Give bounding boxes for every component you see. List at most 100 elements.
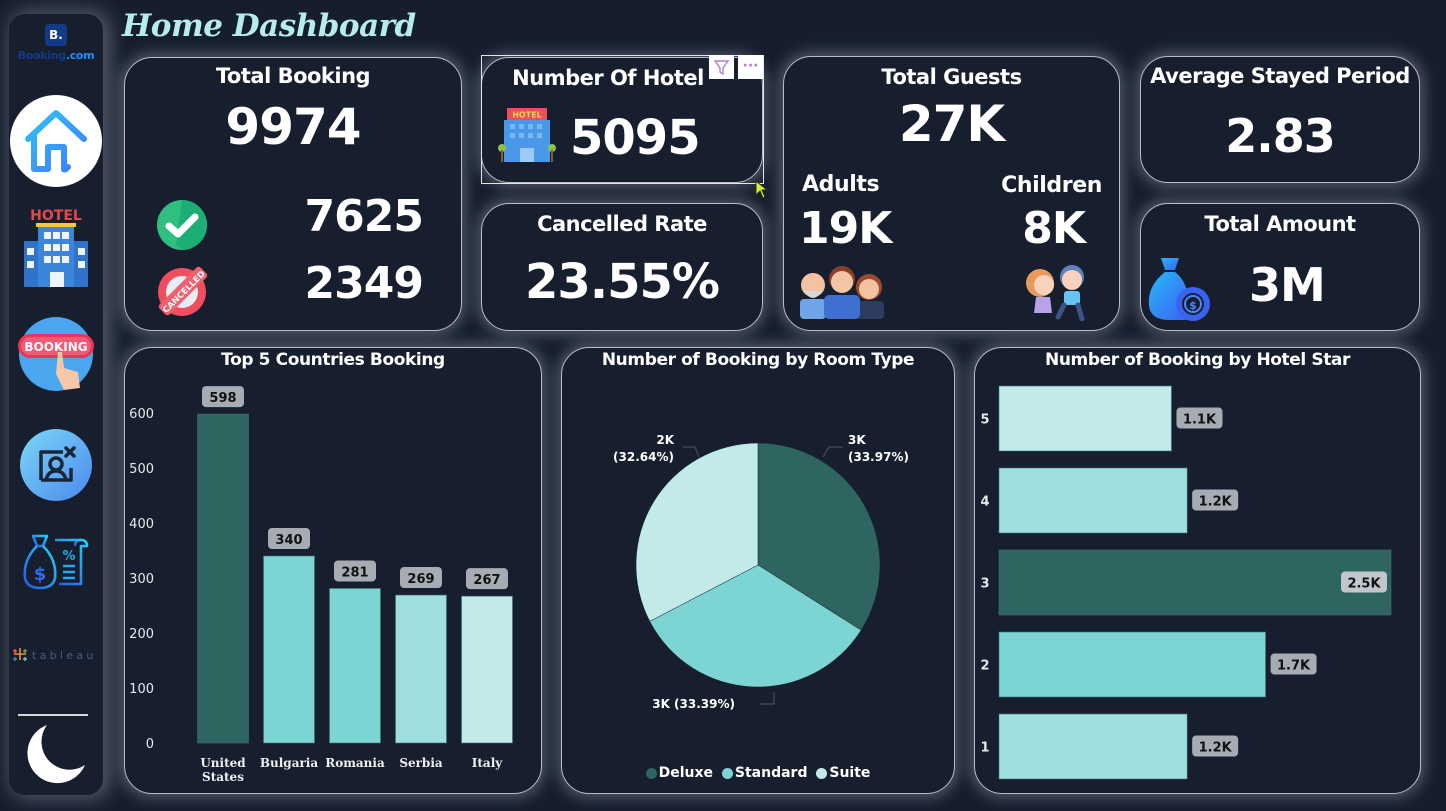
svg-text:HOTEL: HOTEL [30, 208, 82, 224]
number-of-hotel-value: 5095 [570, 110, 701, 166]
tableau-logo: tableau [13, 648, 93, 662]
cancelled-bookings-value: 2349 [304, 258, 424, 309]
pie-slice [649, 564, 862, 688]
hotel-building-icon: HOTEL [498, 108, 556, 162]
cancelled-stamp-icon: CANCELLED [158, 266, 208, 316]
x-tick-label: Serbia [399, 756, 443, 770]
number-of-hotel-card[interactable]: Number Of Hotel HOTEL 5095 [481, 57, 763, 183]
sidebar-item-finance[interactable]: $ % [19, 532, 93, 598]
hotel-star-bar-chart: 5 1.1K 4 1.2K 3 2.5K 2 1.7K 1 1.2K [980, 385, 1392, 780]
bar [329, 588, 381, 744]
booking-icon: BOOKING [18, 317, 94, 391]
legend-dot-standard [721, 767, 733, 779]
y-tick-label: 5 [980, 413, 989, 428]
pie-data-label-pct: (33.97%) [848, 450, 909, 464]
sidebar-divider [18, 714, 88, 716]
y-tick-label: 0 [146, 737, 154, 752]
sidebar-nav: B. Booking.com HOTEL [9, 14, 103, 795]
x-tick-label: Italy [472, 756, 503, 770]
data-label: 340 [275, 533, 302, 548]
sidebar-item-cancellations[interactable] [19, 428, 93, 502]
bar [197, 413, 249, 744]
leader-line [760, 692, 775, 705]
data-label: 598 [209, 391, 236, 406]
chart-title: Number of Booking by Hotel Star [1045, 350, 1350, 370]
hotel-icon: HOTEL [24, 208, 88, 287]
top-countries-chart-card: Top 5 Countries Booking 0 100 200 300 400 500… [124, 347, 542, 794]
sidebar-item-home[interactable] [10, 95, 102, 187]
data-label-bg [1176, 407, 1223, 429]
legend-label: Deluxe [658, 765, 714, 781]
legend-dot-suite [816, 767, 828, 779]
confirmed-bookings-value: 7625 [304, 191, 424, 242]
y-tick-label: 200 [129, 627, 154, 642]
money-bag-gear-icon: $ [1148, 258, 1210, 321]
data-label-bg [334, 560, 376, 582]
mouse-cursor-icon [755, 180, 769, 199]
legend-label: Standard [734, 765, 808, 781]
pie-data-label-value: 2K [656, 433, 674, 447]
bar [998, 631, 1266, 698]
x-tick-label: Bulgaria [260, 756, 318, 770]
pie-legend: Deluxe Standard Suite [562, 765, 954, 781]
legend-dot-deluxe [645, 767, 657, 779]
leader-line [822, 446, 843, 458]
pie-data-label-pct: (32.64%) [613, 450, 674, 464]
more-options-button[interactable]: ··· [738, 55, 763, 79]
adults-value: 19K [799, 203, 892, 254]
sidebar-item-hotel[interactable]: HOTEL [22, 206, 90, 292]
x-tick-label: States [202, 770, 244, 784]
legend-item-suite[interactable]: Suite [816, 765, 870, 781]
average-stayed-period-card: Average Stayed Period 2.83 [1140, 56, 1420, 183]
booking-logo-suffix: .com [65, 49, 95, 62]
y-tick-label: 500 [129, 462, 154, 477]
page-title: Home Dashboard [122, 8, 416, 44]
children-label: Children [1001, 173, 1102, 198]
y-tick-label: 4 [980, 495, 989, 510]
average-stayed-period-value: 2.83 [1225, 109, 1336, 163]
total-booking-card: Total Booking 9974 7625 CANCELLED 2349 [124, 57, 462, 331]
svg-text:$: $ [1189, 299, 1197, 312]
adults-family-icon [800, 266, 884, 319]
children-icon [1026, 265, 1085, 321]
x-tick-label: Romania [325, 756, 385, 770]
adults-label: Adults [802, 172, 880, 197]
filter-button[interactable] [709, 55, 734, 79]
x-tick-label: United [200, 756, 246, 770]
check-circle-icon [157, 200, 207, 250]
sidebar-item-booking[interactable]: BOOKING [18, 316, 94, 392]
booking-logo-badge: B. [45, 24, 67, 46]
svg-text:HOTEL: HOTEL [512, 111, 542, 120]
data-label-bg [400, 567, 442, 589]
total-amount-value: 3M [1249, 258, 1326, 312]
total-guests-value: 27K [898, 95, 1005, 153]
card-title: Cancelled Rate [537, 212, 707, 236]
booking-logo-text: Booking [17, 49, 67, 62]
legend-label: Suite [829, 765, 871, 781]
svg-text:BOOKING: BOOKING [24, 340, 87, 354]
chart-title: Number of Booking by Room Type [601, 350, 915, 370]
money-bag-receipt-icon: $ % [23, 534, 89, 590]
data-label-bg [1270, 653, 1317, 675]
legend-item-standard[interactable]: Standard [721, 765, 808, 781]
y-tick-label: 100 [129, 682, 154, 697]
theme-toggle[interactable] [23, 721, 89, 791]
chart-title: Top 5 Countries Booking [221, 350, 445, 370]
data-label: 2.5K [1347, 577, 1381, 592]
y-tick-label: 600 [129, 407, 154, 422]
children-value: 8K [1022, 203, 1086, 254]
moon-icon [27, 725, 86, 784]
data-label-bg [466, 568, 508, 590]
data-label: 281 [341, 565, 368, 580]
booking-logo[interactable]: B. Booking.com [11, 24, 101, 62]
legend-item-deluxe[interactable]: Deluxe [645, 765, 714, 781]
home-icon [25, 110, 87, 173]
svg-text:%: % [62, 549, 75, 564]
sidebar-item-tableau[interactable]: tableau [12, 646, 100, 670]
bar [263, 555, 315, 744]
data-label-bg [1341, 571, 1387, 593]
bar [998, 549, 1392, 616]
pie-data-label: 3K (33.39%) [652, 697, 735, 711]
data-label: 269 [407, 572, 434, 587]
card-title: Total Amount [1204, 212, 1356, 236]
